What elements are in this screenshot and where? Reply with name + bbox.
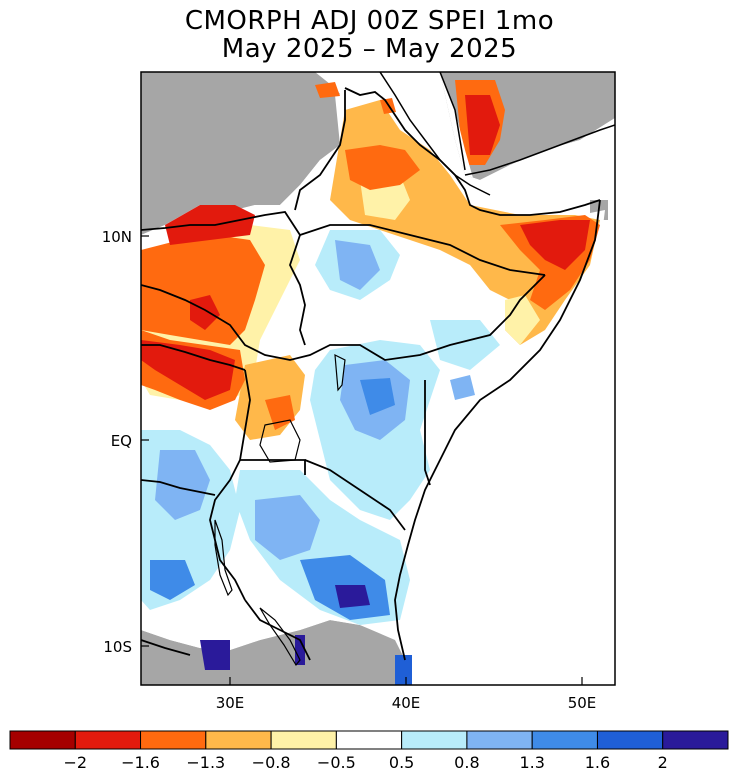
map-title-line1: CMORPH ADJ 00Z SPEI 1mo [184,6,555,36]
xtick-label-40e: 40E [392,694,421,712]
map-plot-area [141,72,615,685]
colorbar-label: 1.3 [519,753,544,772]
ytick-label-10n: 10N [102,228,132,246]
colorbar-swatch [9,730,76,750]
axis-ticks [141,235,583,685]
colorbar-label: 1.6 [585,753,610,772]
colorbar-swatch [466,730,533,750]
map-title-line2: May 2025 – May 2025 [221,34,518,64]
colorbar-swatch [401,730,468,750]
xtick-label-50e: 50E [568,694,597,712]
ytick-label-10s: 10S [103,638,132,656]
country-borders [141,87,601,661]
colorbar-swatch [335,730,403,750]
colorbar-label: −0.5 [317,753,356,772]
colorbar-swatch [596,730,664,750]
arabia-coast [464,124,615,176]
colorbar-label: 0.8 [454,753,479,772]
ytick-label-eq: EQ [111,432,132,450]
colorbar-label: −1.6 [121,753,160,772]
lakes [214,353,346,667]
colorbar-label: −2 [63,753,87,772]
xtick-label-30e: 30E [216,694,245,712]
colorbar-label: 0.5 [389,753,414,772]
colorbar-swatch [74,730,142,750]
field-wet-strong [150,240,475,685]
plot-frame [140,71,616,686]
colorbar-swatch [270,730,337,750]
red-sea-coast [379,72,491,196]
yemen-coast [439,72,466,171]
field-dry-strong [141,80,600,430]
colorbar-label: −1.3 [186,753,225,772]
colorbar-label: 2 [658,753,668,772]
colorbar-label: −0.8 [252,753,291,772]
colorbar-swatch [531,730,598,750]
colorbar-swatch [140,730,207,750]
gulf-of-aden [380,72,615,205]
colorbar-swatch [205,730,272,750]
colorbar-swatch [662,730,729,750]
colorbar: −2 −1.6 −1.3 −0.8 −0.5 0.5 0.8 1.3 1.6 2 [9,730,729,772]
